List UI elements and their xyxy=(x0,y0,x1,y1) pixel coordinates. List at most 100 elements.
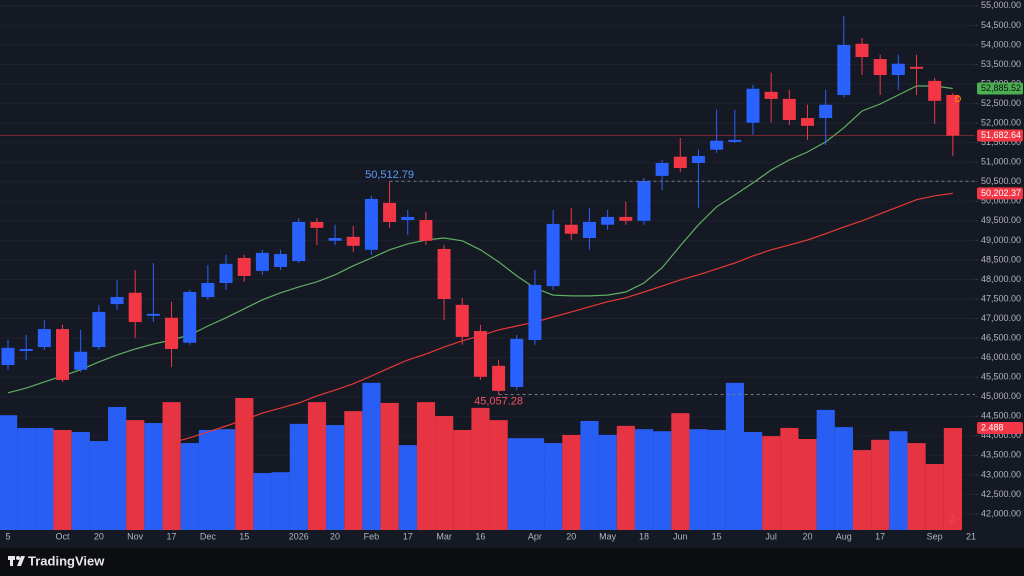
volume-bar xyxy=(126,420,145,530)
candle-body xyxy=(219,263,233,283)
candle xyxy=(837,16,851,98)
y-tick-label: 42,000.00 xyxy=(981,508,1021,518)
candle-body xyxy=(310,222,324,228)
candle xyxy=(328,224,342,246)
volume-bar xyxy=(598,434,617,530)
y-tick-label: 54,000.00 xyxy=(981,39,1021,49)
y-tick-label: 48,500.00 xyxy=(981,254,1021,264)
volume-bar xyxy=(616,425,635,530)
candle-body xyxy=(855,43,869,58)
candle-body xyxy=(328,238,342,241)
candle xyxy=(891,54,905,90)
volume-bars xyxy=(0,382,963,530)
x-tick-label: 21 xyxy=(966,531,976,541)
candle xyxy=(1,340,15,370)
candle xyxy=(165,301,179,368)
candle-body xyxy=(183,291,197,343)
x-tick-label: 15 xyxy=(712,531,722,541)
volume-bar xyxy=(762,436,781,530)
candle xyxy=(146,263,160,323)
y-tick-label: 55,000.00 xyxy=(981,0,1021,10)
volume-bar xyxy=(307,402,327,530)
candle xyxy=(601,209,615,230)
candle xyxy=(346,225,360,253)
volume-bar xyxy=(398,445,417,530)
y-tick-label: 52,500.00 xyxy=(981,98,1021,108)
y-tick-label: 49,500.00 xyxy=(981,215,1021,225)
candle-body xyxy=(383,202,397,223)
candle-body xyxy=(473,331,487,377)
candle-body xyxy=(110,297,124,305)
logo-shape xyxy=(16,556,20,560)
price-tag xyxy=(977,422,1023,435)
candle xyxy=(237,254,251,282)
y-tick-label: 52,000.00 xyxy=(981,117,1021,127)
x-tick-label: 20 xyxy=(566,531,576,541)
x-tick-label: Nov xyxy=(127,531,144,541)
x-tick-label: 16 xyxy=(475,531,485,541)
x-tick-label: Oct xyxy=(56,531,71,541)
x-tick-label: Feb xyxy=(364,531,380,541)
candle xyxy=(401,209,415,235)
candle-body xyxy=(237,257,251,276)
candle xyxy=(201,265,215,300)
x-tick-label: Jun xyxy=(673,531,688,541)
candle-body xyxy=(764,91,778,99)
volume-bar xyxy=(108,407,127,530)
candle xyxy=(800,104,814,140)
candle xyxy=(928,77,942,124)
y-tick-label: 42,500.00 xyxy=(981,489,1021,499)
candle-body xyxy=(437,248,451,300)
annotation-label: 50,512.79 xyxy=(365,169,414,181)
volume-bar xyxy=(852,450,872,530)
candle-body xyxy=(819,104,833,119)
candle-body xyxy=(19,349,33,351)
volume-bar xyxy=(780,427,799,530)
candle-body xyxy=(346,236,360,246)
y-tick-label: 44,500.00 xyxy=(981,411,1021,421)
candle-body xyxy=(619,216,633,221)
candle xyxy=(219,254,233,291)
brand: TradingView xyxy=(28,553,105,568)
candle-body xyxy=(37,329,51,348)
price-tag xyxy=(977,82,1023,95)
candle-body xyxy=(492,365,506,391)
volume-bar xyxy=(634,429,654,530)
candle-body xyxy=(128,292,142,323)
volume-bar xyxy=(289,423,308,530)
candle xyxy=(292,218,306,264)
x-tick-label: Mar xyxy=(436,531,452,541)
marker: D xyxy=(955,94,962,104)
footer xyxy=(0,548,1024,576)
y-tick-label: 53,500.00 xyxy=(981,59,1021,69)
price-tag xyxy=(977,129,1023,142)
candle xyxy=(673,137,687,172)
candle-body xyxy=(419,220,433,241)
y-tick-label: 43,500.00 xyxy=(981,450,1021,460)
candle-body xyxy=(691,155,705,163)
price-tag-label: 2.488 xyxy=(981,422,1004,432)
volume-bar xyxy=(707,429,726,530)
volume-bar xyxy=(544,443,563,530)
y-tick-label: 49,000.00 xyxy=(981,235,1021,245)
candle-body xyxy=(201,282,215,298)
candle xyxy=(74,329,88,373)
candle-body xyxy=(564,224,578,234)
price-tag-label: 52,885.52 xyxy=(981,83,1021,93)
volume-bar xyxy=(453,429,472,530)
candle xyxy=(946,93,960,156)
volume-bar xyxy=(725,382,744,530)
candle xyxy=(728,109,742,144)
candle-body xyxy=(146,313,160,316)
x-tick-label: 20 xyxy=(94,531,104,541)
volume-bar xyxy=(889,431,908,530)
candle xyxy=(473,324,487,380)
volume-bar xyxy=(35,427,54,530)
candle xyxy=(455,297,469,345)
y-tick-label: 51,000.00 xyxy=(981,157,1021,167)
moving-average xyxy=(171,192,953,444)
x-tick-label: Dec xyxy=(200,531,217,541)
y-tick-label: 44,000.00 xyxy=(981,430,1021,440)
volume-bar xyxy=(0,415,18,530)
volume-bar xyxy=(925,464,944,530)
